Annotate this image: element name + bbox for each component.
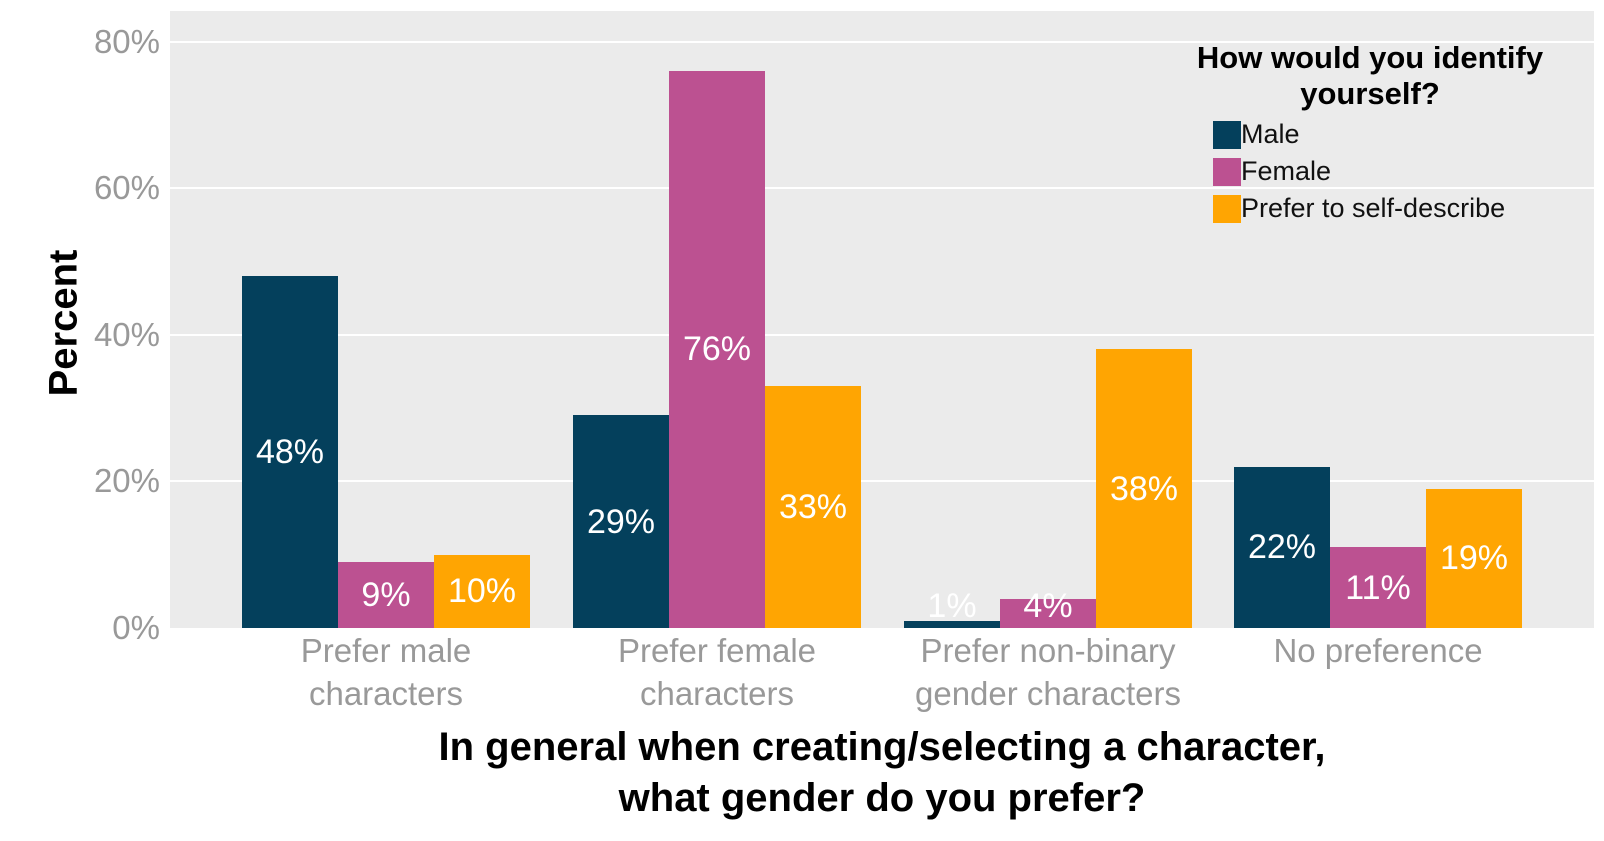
legend-item-label: Female xyxy=(1241,156,1332,186)
x-tick-label: Prefer male characters xyxy=(300,632,472,712)
bar-value-label: 19% xyxy=(1439,539,1509,578)
x-tick-label: Prefer female characters xyxy=(617,632,817,712)
legend-item-label: Male xyxy=(1241,119,1300,149)
bar-prefer-to-self-describe: 33% xyxy=(765,386,861,628)
bar-value-label: 38% xyxy=(1109,469,1179,508)
bar-group: 1% 4% 38% xyxy=(904,11,1192,628)
y-tick-label: 80% xyxy=(93,22,160,60)
legend-item: Female xyxy=(1213,153,1590,190)
bar-value-label: 10% xyxy=(447,572,517,611)
y-tick-label: 20% xyxy=(93,462,160,500)
legend-item-label: Prefer to self-describe xyxy=(1241,193,1506,223)
bar-male: 48% xyxy=(242,276,338,628)
x-tick-label: Prefer non-binary gender characters xyxy=(915,632,1181,712)
bar-female: 9% xyxy=(338,562,434,628)
gridline xyxy=(170,333,1594,336)
bar-male: 1% xyxy=(904,587,1000,628)
plot-panel: 48% 9% 10% 29% 76% 33% 1% 4% 38% 22% 11% 19% xyxy=(170,11,1594,628)
bar-male: 22% xyxy=(1234,466,1330,628)
bar-prefer-to-self-describe: 38% xyxy=(1096,349,1192,628)
bar-value-label: 33% xyxy=(778,488,848,527)
bar-value-label: 48% xyxy=(255,433,325,472)
gridline xyxy=(170,480,1594,483)
legend-item: Prefer to self-describe xyxy=(1213,190,1590,227)
bar-female: 76% xyxy=(669,70,765,628)
legend-swatch-female xyxy=(1213,157,1241,186)
legend-items: Male Female Prefer to self-describe xyxy=(1150,116,1590,227)
bar-female: 4% xyxy=(1000,587,1096,628)
bar-group: 29% 76% 33% xyxy=(573,11,861,628)
gridline xyxy=(170,40,1594,43)
bar-group: 48% 9% 10% xyxy=(242,11,530,628)
bar-male: 29% xyxy=(573,415,669,628)
y-tick-label: 40% xyxy=(93,315,160,353)
bar-prefer-to-self-describe: 19% xyxy=(1426,488,1522,628)
x-axis-title: In general when creating/selecting a cha… xyxy=(438,725,1326,820)
legend-item: Male xyxy=(1213,116,1590,153)
x-tick-label: No preference xyxy=(1273,632,1483,669)
legend: How would you identify yourself? Male Fe… xyxy=(1150,40,1590,227)
legend-swatch-male xyxy=(1213,120,1241,149)
bar-value-label: 76% xyxy=(682,330,752,369)
legend-title: How would you identify yourself? xyxy=(1196,40,1544,111)
bar-prefer-to-self-describe: 10% xyxy=(434,554,530,628)
bar-female: 11% xyxy=(1330,547,1426,628)
y-tick-label: 60% xyxy=(93,169,160,207)
y-tick-label: 0% xyxy=(112,609,160,646)
legend-swatch-prefer-to-self-describe xyxy=(1213,194,1241,223)
gridline xyxy=(170,187,1594,190)
